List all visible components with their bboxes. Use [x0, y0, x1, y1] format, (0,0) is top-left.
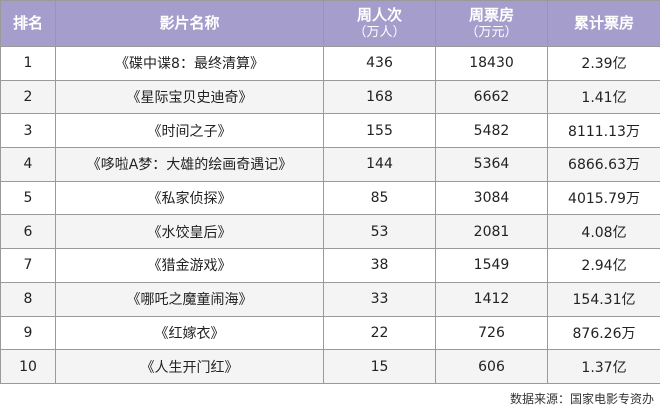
cell-rank: 10 — [0, 349, 56, 384]
column-header-cumulative-gross: 累计票房 — [547, 0, 660, 47]
cell-weekly-gross: 18430 — [435, 46, 548, 81]
cell-title: 《碟中谍8：最终清算》 — [55, 46, 324, 81]
cell-cumulative-gross: 8111.13万 — [547, 113, 660, 149]
cell-cumulative-gross: 4015.79万 — [547, 180, 660, 216]
cell-rank: 6 — [0, 214, 56, 250]
cell-title: 《星际宝贝史迪奇》 — [55, 79, 324, 115]
cell-rank: 1 — [0, 46, 56, 81]
cell-weekly-admissions: 85 — [323, 180, 436, 216]
cell-weekly-admissions: 22 — [323, 315, 436, 351]
cell-cumulative-gross: 1.37亿 — [547, 349, 660, 384]
cell-title: 《水饺皇后》 — [55, 214, 324, 250]
box-office-table: 排名 影片名称 周人次 （万人） 周票房 （万元） 累计票房 1 《碟中谍8：最终清算》 436… — [0, 0, 660, 384]
cell-weekly-admissions: 168 — [323, 79, 436, 115]
cell-weekly-admissions: 33 — [323, 281, 436, 317]
cell-weekly-gross: 726 — [435, 315, 548, 351]
cell-cumulative-gross: 1.41亿 — [547, 79, 660, 115]
table-row: 4 《哆啦A梦：大雄的绘画奇遇记》 144 5364 6866.63万 — [0, 147, 660, 182]
column-header-rank: 排名 — [0, 0, 56, 47]
cell-cumulative-gross: 6866.63万 — [547, 147, 660, 182]
cell-rank: 2 — [0, 79, 56, 115]
header-row: 排名 影片名称 周人次 （万人） 周票房 （万元） 累计票房 — [0, 0, 660, 47]
table-row: 7 《猎金游戏》 38 1549 2.94亿 — [0, 248, 660, 283]
cell-title: 《红嫁衣》 — [55, 315, 324, 351]
cell-weekly-gross: 1412 — [435, 281, 548, 317]
cell-weekly-admissions: 15 — [323, 349, 436, 384]
column-header-unit: （万元） — [465, 24, 518, 40]
cell-cumulative-gross: 2.94亿 — [547, 248, 660, 283]
cell-weekly-gross: 5364 — [435, 147, 548, 182]
table-row: 6 《水饺皇后》 53 2081 4.08亿 — [0, 214, 660, 250]
cell-weekly-admissions: 144 — [323, 147, 436, 182]
cell-cumulative-gross: 4.08亿 — [547, 214, 660, 250]
cell-rank: 8 — [0, 281, 56, 317]
column-header-label: 影片名称 — [159, 14, 220, 32]
cell-title: 《哪吒之魔童闹海》 — [55, 281, 324, 317]
cell-rank: 7 — [0, 248, 56, 283]
cell-title: 《哆啦A梦：大雄的绘画奇遇记》 — [55, 147, 324, 182]
table-row: 10 《人生开门红》 15 606 1.37亿 — [0, 349, 660, 384]
cell-title: 《猎金游戏》 — [55, 248, 324, 283]
cell-rank: 9 — [0, 315, 56, 351]
cell-cumulative-gross: 154.31亿 — [547, 281, 660, 317]
table-row: 2 《星际宝贝史迪奇》 168 6662 1.41亿 — [0, 79, 660, 115]
cell-weekly-admissions: 53 — [323, 214, 436, 250]
table-row: 9 《红嫁衣》 22 726 876.26万 — [0, 315, 660, 351]
column-header-unit: （万人） — [353, 24, 406, 40]
cell-weekly-gross: 606 — [435, 349, 548, 384]
cell-title: 《人生开门红》 — [55, 349, 324, 384]
cell-weekly-gross: 2081 — [435, 214, 548, 250]
column-header-label: 周人次 — [356, 5, 402, 24]
cell-title: 《时间之子》 — [55, 113, 324, 149]
table-row: 8 《哪吒之魔童闹海》 33 1412 154.31亿 — [0, 281, 660, 317]
cell-weekly-admissions: 155 — [323, 113, 436, 149]
cell-rank: 4 — [0, 147, 56, 182]
table-row: 1 《碟中谍8：最终清算》 436 18430 2.39亿 — [0, 46, 660, 81]
cell-weekly-gross: 6662 — [435, 79, 548, 115]
cell-cumulative-gross: 876.26万 — [547, 315, 660, 351]
table-row: 3 《时间之子》 155 5482 8111.13万 — [0, 113, 660, 149]
cell-rank: 5 — [0, 180, 56, 216]
cell-weekly-gross: 1549 — [435, 248, 548, 283]
column-header-label: 累计票房 — [573, 14, 634, 32]
cell-weekly-admissions: 436 — [323, 46, 436, 81]
data-source-note: 数据来源：国家电影专资办 — [509, 392, 654, 406]
cell-rank: 3 — [0, 113, 56, 149]
column-header-weekly-gross: 周票房 （万元） — [435, 0, 548, 47]
cell-weekly-gross: 3084 — [435, 180, 548, 216]
cell-weekly-admissions: 38 — [323, 248, 436, 283]
table-row: 5 《私家侦探》 85 3084 4015.79万 — [0, 180, 660, 216]
cell-weekly-gross: 5482 — [435, 113, 548, 149]
column-header-label: 排名 — [12, 14, 43, 32]
cell-cumulative-gross: 2.39亿 — [547, 46, 660, 81]
column-header-weekly-admissions: 周人次 （万人） — [323, 0, 436, 47]
cell-title: 《私家侦探》 — [55, 180, 324, 216]
column-header-label: 周票房 — [468, 5, 514, 24]
column-header-title: 影片名称 — [55, 0, 324, 47]
